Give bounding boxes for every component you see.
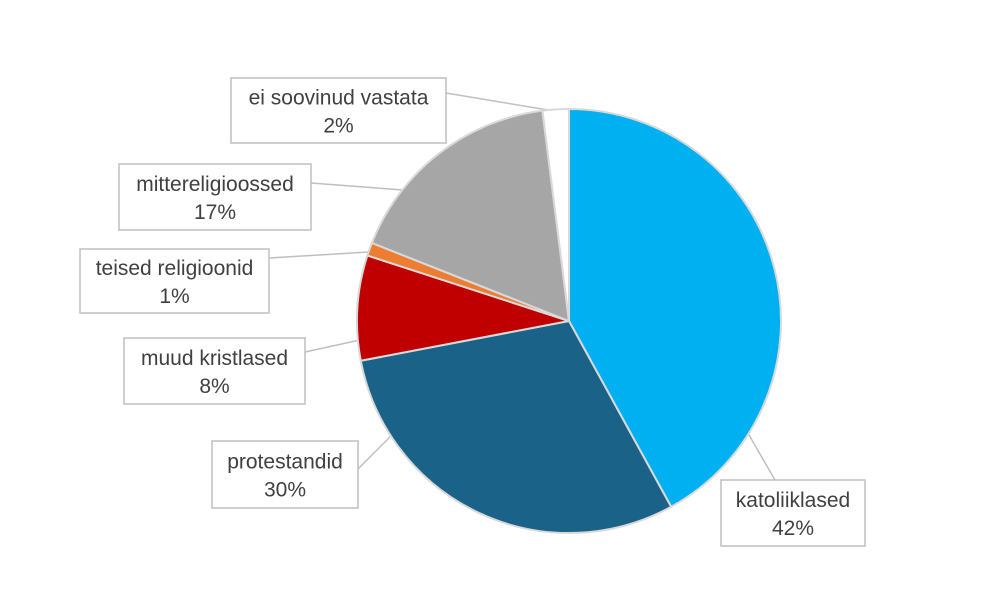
leader-line-1: [744, 427, 776, 481]
data-label-3: muud kristlased 8%: [123, 337, 306, 405]
pie-slice-6: [541, 107, 570, 322]
data-label-box: [79, 248, 270, 314]
leader-line-6: [445, 92, 561, 113]
data-label-category: protestandid: [227, 451, 343, 474]
data-label-6: ei soovinud vastata 2%: [230, 77, 447, 144]
data-label-box: [118, 163, 312, 231]
data-label-value: 30%: [264, 479, 306, 502]
data-label-1: katoliiklased 42%: [720, 479, 866, 547]
pie-slices: [356, 107, 782, 534]
data-label-category: katoliiklased: [736, 489, 850, 512]
leader-line-5: [310, 182, 404, 191]
data-labels: katoliiklased 42% protestandid 30% muud kris…: [79, 77, 866, 547]
data-label-box: [123, 337, 306, 405]
data-label-box: [211, 440, 359, 509]
pie-slice-5: [370, 109, 571, 323]
data-label-category: teised religioonid: [96, 257, 254, 280]
data-label-5: mittereligioossed 17%: [118, 163, 312, 231]
data-label-value: 1%: [159, 285, 189, 308]
leader-line-4: [268, 251, 370, 259]
data-label-value: 42%: [772, 517, 814, 540]
data-label-value: 8%: [199, 375, 229, 398]
data-label-4: teised religioonid 1%: [79, 248, 270, 314]
data-label-category: ei soovinud vastata: [249, 87, 429, 110]
data-label-value: 17%: [194, 201, 236, 224]
data-label-value: 2%: [323, 115, 353, 138]
data-label-category: muud kristlased: [141, 347, 288, 370]
data-label-box: [720, 479, 866, 547]
leader-line-3: [304, 339, 361, 353]
pie-slice-2: [359, 319, 673, 534]
data-label-box: [230, 77, 447, 144]
pie-slice-1: [568, 107, 782, 509]
pie-slice-3: [356, 254, 570, 362]
data-label-2: protestandid 30%: [211, 440, 359, 509]
data-label-category: mittereligioossed: [136, 173, 294, 196]
